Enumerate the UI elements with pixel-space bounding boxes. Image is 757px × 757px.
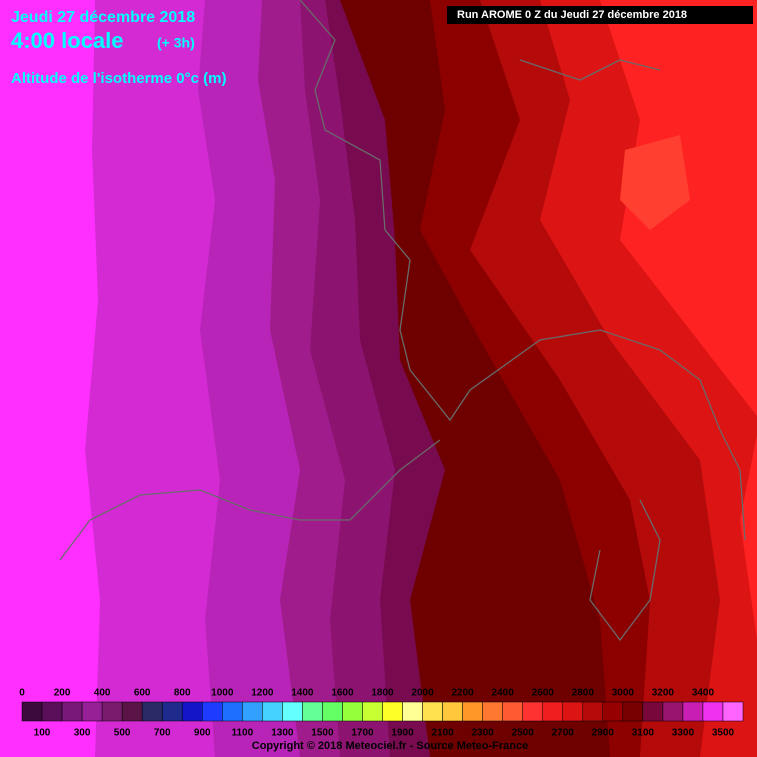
legend-label: 1100: [231, 728, 253, 739]
legend-label: 600: [134, 688, 151, 699]
legend-swatch: [282, 701, 303, 722]
legend-label: 3100: [632, 728, 655, 739]
legend-swatch: [642, 701, 664, 722]
legend-label: 1900: [391, 728, 414, 739]
legend-label: 700: [154, 728, 171, 739]
legend-swatch: [101, 701, 123, 722]
legend-swatch: [302, 701, 323, 722]
legend-label: 1300: [271, 728, 294, 739]
legend-swatch: [262, 701, 283, 722]
legend-label: 1500: [311, 728, 334, 739]
legend-swatch: [682, 701, 704, 722]
legend-label: 300: [74, 728, 91, 739]
copyright: Copyright © 2018 Meteociel.fr - Source M…: [252, 740, 528, 752]
legend-label: 3000: [612, 688, 635, 699]
legend-swatch: [121, 701, 143, 722]
legend-swatch: [141, 701, 163, 722]
legend-swatch: [342, 701, 363, 722]
legend-swatch: [402, 701, 423, 722]
parameter: Altitude de l'isotherme 0°c (m): [11, 70, 226, 87]
legend-swatch: [662, 701, 684, 722]
legend-swatch: [702, 701, 724, 722]
legend-label: 2700: [552, 728, 575, 739]
legend-label: 1200: [251, 688, 274, 699]
legend-label: 2100: [431, 728, 454, 739]
legend-label: 1000: [211, 688, 234, 699]
legend-swatch: [41, 701, 63, 722]
legend-label: 0: [19, 688, 25, 699]
legend-label: 200: [54, 688, 71, 699]
border: [519, 59, 661, 81]
border: [59, 439, 441, 561]
legend-swatch: [562, 701, 584, 722]
legend-swatch: [462, 701, 483, 722]
legend-swatch: [522, 701, 543, 722]
legend-swatch: [222, 701, 243, 722]
legend-label: 1600: [331, 688, 354, 699]
legend-swatch: [542, 701, 564, 722]
legend: 0 100 200 300 400 500 600 700 800 900 1000 1100 1200…: [19, 688, 744, 739]
legend-swatch: [382, 701, 403, 722]
legend-label: 800: [174, 688, 191, 699]
legend-label: 1400: [291, 688, 314, 699]
time: 4:00 locale: [11, 28, 124, 53]
legend-label: 3200: [652, 688, 675, 699]
legend-label: 400: [94, 688, 111, 699]
legend-label: 100: [34, 728, 51, 739]
legend-label: 3400: [692, 688, 715, 699]
legend-label: 1700: [351, 728, 374, 739]
legend-swatch: [582, 701, 604, 722]
legend-swatch: [422, 701, 443, 722]
border: [589, 499, 661, 642]
legend-label: 500: [114, 728, 131, 739]
legend-swatch: [722, 701, 744, 722]
legend-swatch: [61, 701, 83, 722]
legend-label: 2800: [572, 688, 595, 699]
legend-swatch: [622, 701, 644, 722]
zone: [620, 135, 690, 230]
border: [299, 0, 746, 541]
legend-label: 2900: [592, 728, 615, 739]
legend-swatch: [242, 701, 263, 722]
borders: [59, 0, 746, 642]
legend-label: 2600: [532, 688, 555, 699]
legend-label: 3300: [672, 728, 695, 739]
legend-label: 2200: [451, 688, 474, 699]
legend-swatch: [602, 701, 624, 722]
legend-label: 1800: [371, 688, 394, 699]
date: Jeudi 27 décembre 2018: [11, 9, 195, 26]
legend-swatch: [322, 701, 343, 722]
legend-swatch: [81, 701, 103, 722]
legend-swatch: [502, 701, 523, 722]
legend-label: 2000: [411, 688, 434, 699]
run-info: Run AROME 0 Z du Jeudi 27 décembre 2018: [457, 9, 687, 21]
legend-label: 2300: [472, 728, 495, 739]
legend-label: 2500: [512, 728, 535, 739]
legend-swatch: [482, 701, 503, 722]
legend-swatch: [442, 701, 463, 722]
legend-label: 900: [194, 728, 211, 739]
legend-label: 3500: [712, 728, 735, 739]
legend-label: 2400: [492, 688, 515, 699]
legend-swatch: [362, 701, 383, 722]
legend-swatch: [161, 701, 183, 722]
legend-swatch: [21, 701, 43, 722]
legend-swatch: [202, 701, 223, 722]
run-banner: [447, 6, 753, 24]
offset: (+ 3h): [157, 35, 195, 51]
legend-swatch: [181, 701, 203, 722]
